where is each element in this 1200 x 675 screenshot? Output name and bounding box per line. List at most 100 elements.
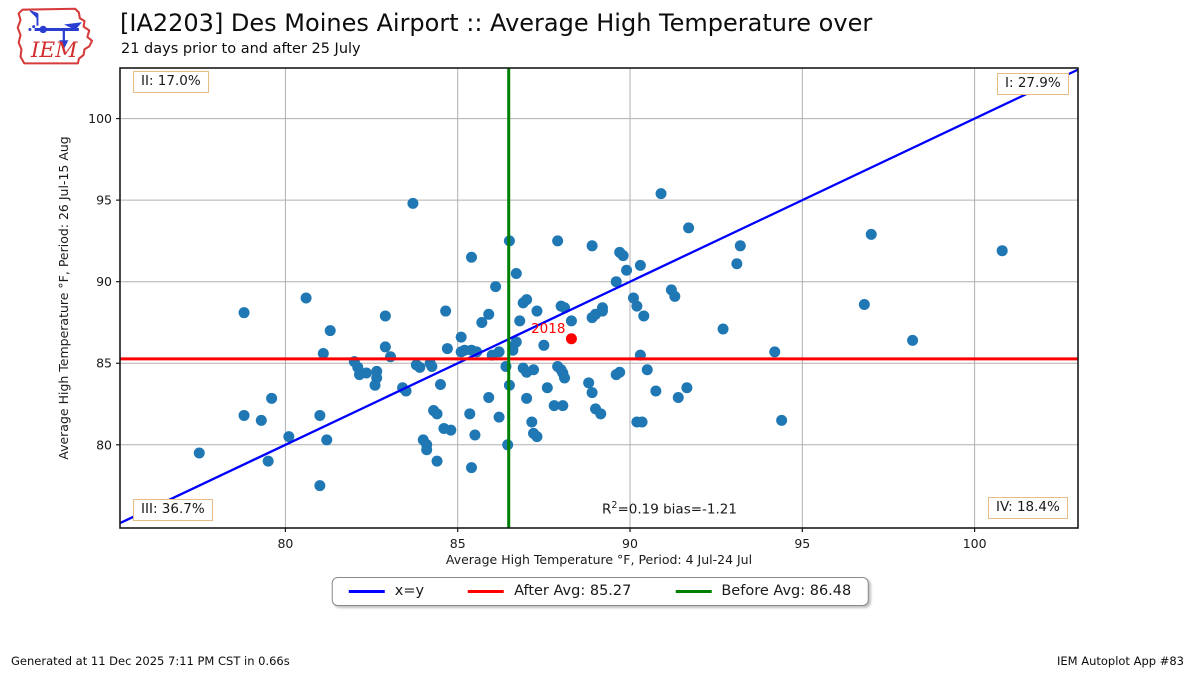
y-axis-label: Average High Temperature °F, Period: 26 … [56, 136, 71, 459]
x-axis-label: Average High Temperature °F, Period: 4 J… [446, 552, 752, 567]
y-tick-label: 85 [96, 356, 112, 371]
scatter-point [531, 305, 543, 317]
quadrant-label-i: I: 27.9% [997, 73, 1069, 95]
scatter-point [557, 400, 569, 412]
scatter-point [621, 264, 633, 276]
scatter-point [483, 392, 495, 404]
scatter-point [769, 346, 781, 358]
scatter-point [586, 387, 598, 399]
page-subtitle: 21 days prior to and after 25 July [121, 41, 361, 57]
identity-line [119, 68, 1079, 525]
r2-rest: =0.19 bias=-1.21 [617, 501, 737, 518]
y-tick-label: 90 [96, 274, 112, 289]
scatter-point [514, 315, 526, 327]
r2-bias-annotation: R2=0.19 bias=-1.21 [602, 500, 737, 518]
scatter-point [441, 343, 453, 355]
scatter-point [431, 455, 443, 467]
r2-superscript: 2 [611, 500, 618, 511]
scatter-point [266, 392, 278, 404]
scatter-point [369, 379, 381, 391]
legend-label-after-avg: After Avg: 85.27 [514, 583, 632, 599]
scatter-point [552, 235, 564, 247]
scatter-point [548, 400, 560, 412]
scatter-point [455, 331, 467, 343]
scatter-point [317, 347, 329, 359]
scatter-point [314, 409, 326, 421]
scatter-point [650, 385, 662, 397]
quadrant-label-iii: III: 36.7% [133, 499, 213, 521]
scatter-point [314, 480, 326, 492]
y-tick-label: 100 [88, 111, 112, 126]
after-avg-line-swatch [468, 589, 505, 593]
scatter-point [655, 188, 667, 200]
quadrant-label-ii: II: 17.0% [133, 71, 209, 93]
scatter-point [490, 281, 502, 293]
scatter-point [476, 316, 488, 328]
scatter-point [731, 258, 743, 270]
scatter-point [493, 411, 505, 423]
scatter-point [385, 351, 397, 363]
scatter-point [586, 240, 598, 252]
scatter-point [681, 382, 693, 394]
scatter-point [445, 424, 457, 436]
legend-label-before-avg: Before Avg: 86.48 [721, 583, 852, 599]
scatter-point [641, 364, 653, 376]
x-tick-label: 85 [450, 536, 466, 551]
scatter-point [238, 307, 250, 319]
scatter-point [610, 276, 622, 288]
scatter-point [464, 408, 476, 420]
scatter-point [283, 431, 295, 443]
scatter-point [421, 444, 433, 456]
scatter-point [493, 346, 505, 358]
scatter-point [683, 222, 695, 234]
scatter-point [379, 310, 391, 322]
scatter-point [324, 325, 336, 337]
scatter-point [634, 259, 646, 271]
scatter-point [300, 292, 312, 304]
scatter-point [262, 455, 274, 467]
x-tick-label: 95 [794, 536, 810, 551]
page-title: [IA2203] Des Moines Airport :: Average H… [120, 9, 873, 37]
iem-logo: IEM [16, 7, 94, 65]
scatter-point [610, 369, 622, 381]
scatter-point [521, 294, 533, 306]
scatter-point [440, 305, 452, 317]
scatter-point [541, 382, 553, 394]
x-tick-label: 100 [963, 536, 987, 551]
x-tick-label: 80 [277, 536, 293, 551]
scatter-point [360, 367, 372, 379]
scatter-point [483, 308, 495, 320]
scatter-point [379, 341, 391, 353]
scatter-point [617, 250, 629, 262]
scatter-point [434, 378, 446, 390]
legend-item-after-avg: After Avg: 85.27 [468, 583, 631, 599]
scatter-point [238, 409, 250, 421]
y-tick-label: 95 [96, 193, 112, 208]
scatter-point [193, 447, 205, 459]
scatter-point [858, 299, 870, 311]
scatter-point [672, 392, 684, 404]
legend: x=y After Avg: 85.27 Before Avg: 86.48 [331, 577, 869, 606]
scatter-point [538, 339, 550, 351]
iowa-outline-icon [16, 7, 94, 65]
legend-label-xy: x=y [394, 583, 425, 599]
app-credit-text: IEM Autoplot App #83 [1056, 654, 1184, 668]
x-tick-label: 90 [622, 536, 638, 551]
identity-line-swatch [348, 589, 385, 593]
scatter-point [907, 334, 919, 346]
scatter-point [996, 245, 1008, 257]
scatter-point [431, 408, 443, 420]
scatter-point [465, 251, 477, 263]
scatter-point [565, 315, 577, 327]
scatter-point [255, 414, 267, 426]
scatter-point [531, 431, 543, 443]
scatter-point [595, 408, 607, 420]
iem-logo-text: IEM [30, 38, 78, 63]
legend-item-xy: x=y [348, 583, 425, 599]
scatter-point [469, 429, 481, 441]
before-avg-line-swatch [675, 589, 712, 593]
highlight-point-2018 [565, 333, 577, 345]
scatter-point [559, 372, 571, 384]
